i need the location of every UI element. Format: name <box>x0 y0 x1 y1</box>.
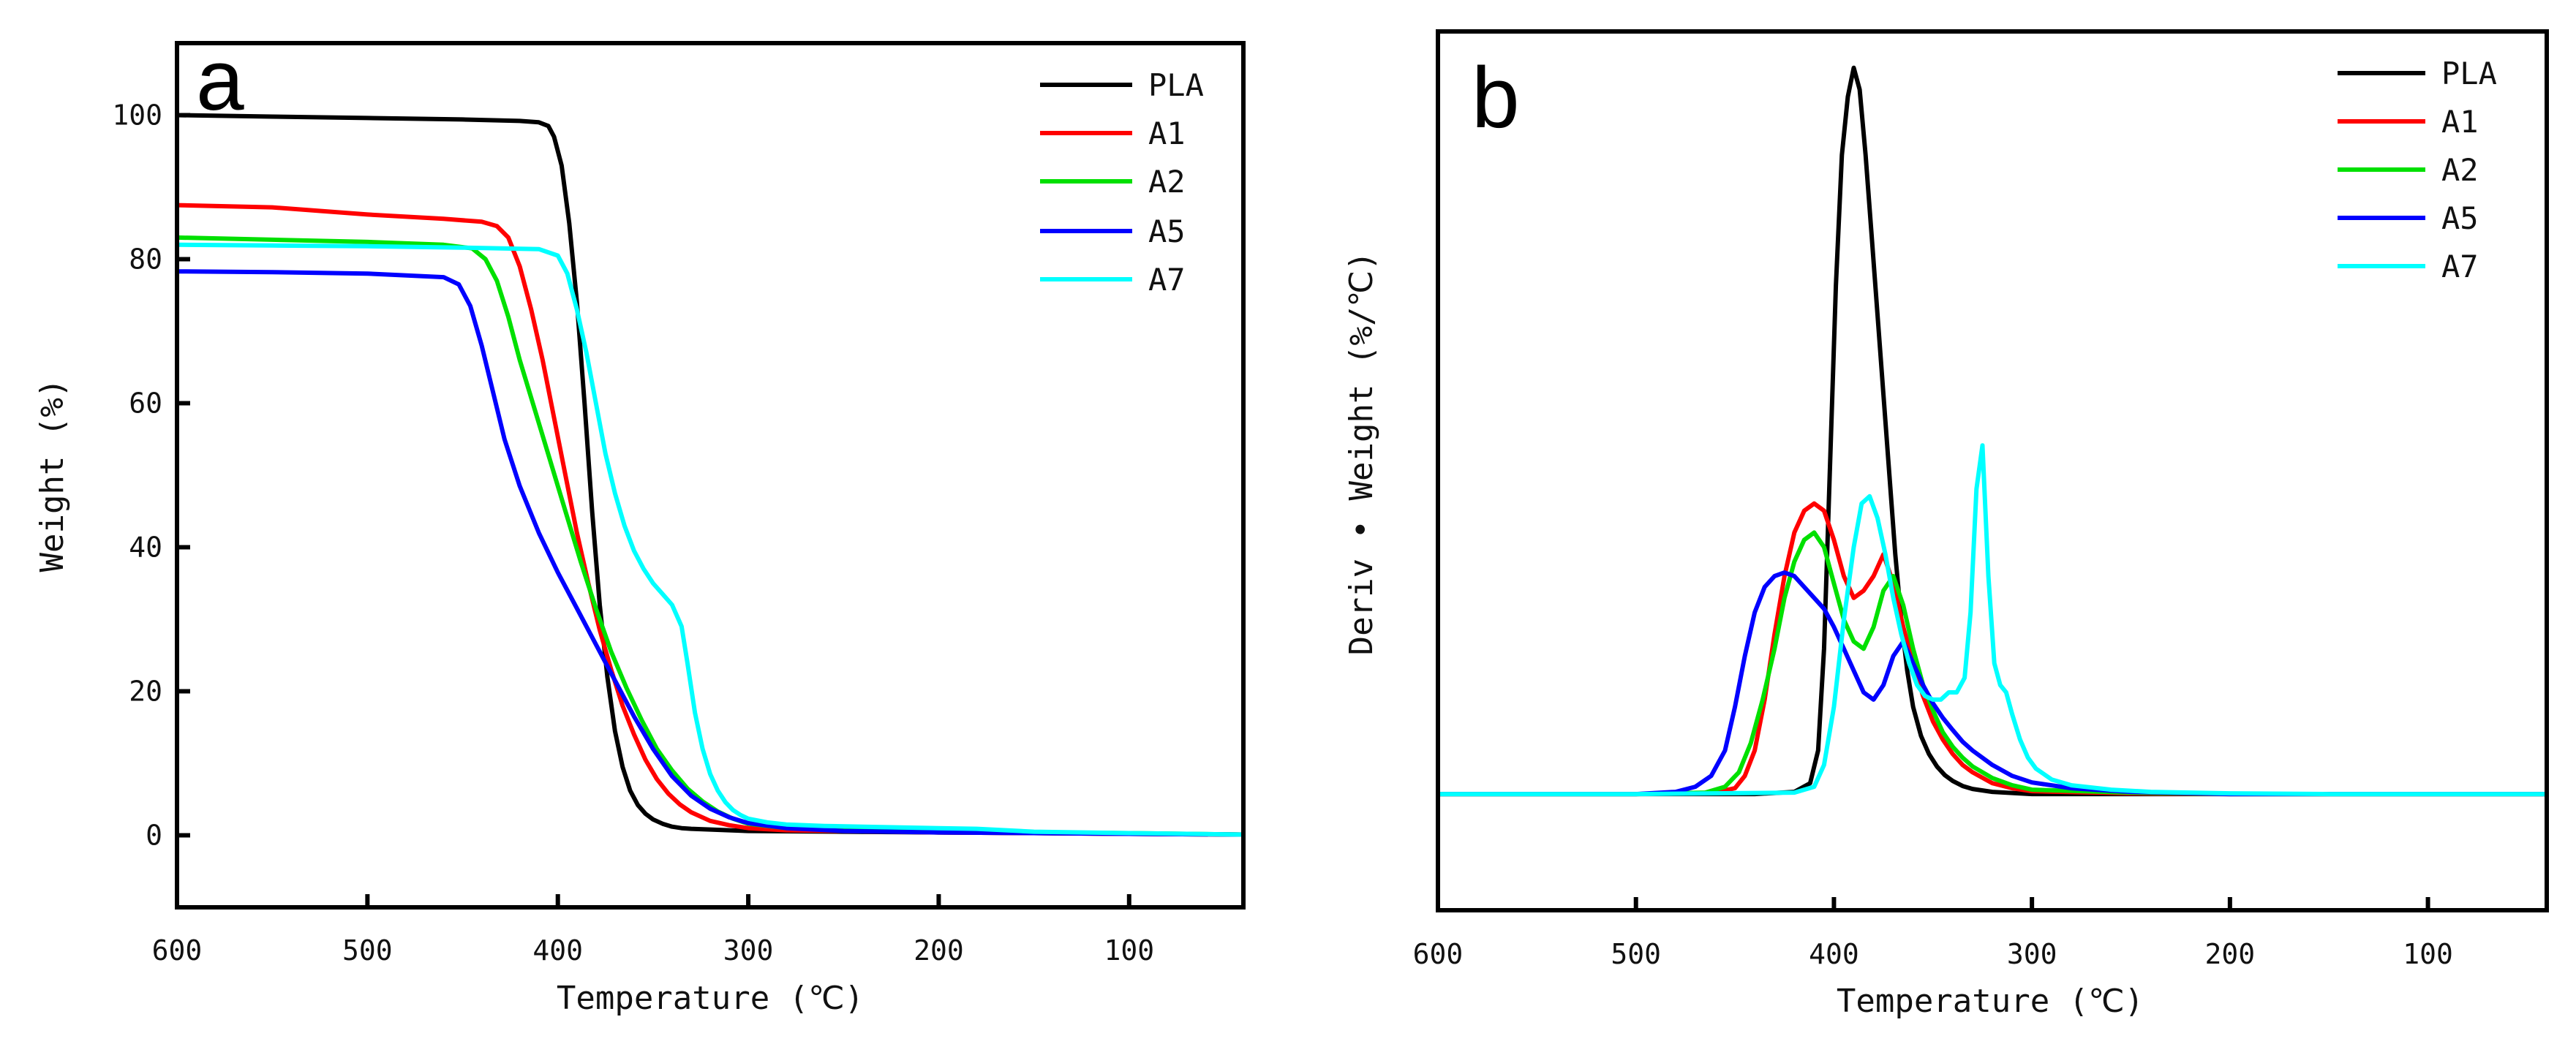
panel-a-y-tick-label-0: 0 <box>146 820 162 852</box>
panel-a-x-tick-label-400: 400 <box>532 934 583 967</box>
panel-a-x-tick-label-100: 100 <box>1104 934 1154 967</box>
panel-b-legend-label-pla: PLA <box>2441 56 2497 91</box>
panel-b-legend-item-a5: A5 <box>2338 200 2479 236</box>
panel-a-legend-label-a2: A2 <box>1148 164 1186 200</box>
panel-a-legend: PLA A1 A2 A5 A7 <box>1040 67 1204 298</box>
panel-a-x-tick-label-300: 300 <box>723 934 774 967</box>
panel-a-series-pla <box>175 113 1246 837</box>
panel-b-letter: b <box>1472 50 1520 146</box>
panel-b-legend-label-a5: A5 <box>2441 200 2479 236</box>
panel-a-series-group <box>175 113 1246 837</box>
panel-a-legend-item-a7: A7 <box>1040 262 1186 298</box>
panel-a-legend-item-a1: A1 <box>1040 116 1186 151</box>
panel-a-series-a2 <box>175 235 1246 837</box>
panel-a-legend-label-a7: A7 <box>1148 262 1186 298</box>
panel-b-legend-label-a7: A7 <box>2441 249 2479 284</box>
panel-a-series-a1 <box>175 203 1246 837</box>
panel-b-series-pla <box>1436 65 2549 797</box>
panel-a-x-tick-label-600: 600 <box>152 934 203 967</box>
panel-a-y-tick-label-100: 100 <box>112 99 162 132</box>
panel-b-legend-label-a2: A2 <box>2441 152 2479 188</box>
panel-b-series-a1 <box>1436 501 2549 797</box>
panel-a-y-tick-label-60: 60 <box>129 387 162 420</box>
panel-a-y-ticks: 0 20 40 60 80 100 <box>112 99 190 852</box>
panel-b-y-axis-title: Deriv • Weight (%/℃) <box>1343 252 1380 656</box>
panel-a-series-a5 <box>175 269 1246 837</box>
panel-b-plot-frame <box>1436 29 2549 912</box>
panel-b-x-axis-title: Temperature (℃) <box>1837 983 2144 1020</box>
panel-a-x-axis-title: Temperature (℃) <box>557 980 864 1017</box>
panel-b-x-tick-label-400: 400 <box>1809 938 1859 970</box>
panel-b: 600 500 400 300 200 100 b Temperature (℃) Der… <box>1343 29 2549 1020</box>
panel-a-legend-label-a1: A1 <box>1148 116 1186 151</box>
panel-b-x-tick-label-200: 200 <box>2205 938 2256 970</box>
panel-a-legend-item-a5: A5 <box>1040 213 1186 249</box>
panel-a-y-tick-label-80: 80 <box>129 243 162 276</box>
panel-a-legend-label-a5: A5 <box>1148 213 1186 249</box>
panel-b-legend-item-a7: A7 <box>2338 249 2479 284</box>
panel-b-series-group <box>1436 65 2549 797</box>
panel-b-legend-item-a2: A2 <box>2338 152 2479 188</box>
panel-b-x-tick-label-300: 300 <box>2007 938 2057 970</box>
panel-b-x-ticks: 600 500 400 300 200 100 <box>1413 897 2453 970</box>
panel-b-series-a5 <box>1436 570 2549 797</box>
panel-b-x-tick-label-600: 600 <box>1413 938 1464 970</box>
panel-a-x-ticks: 600 500 400 300 200 100 <box>152 894 1154 967</box>
panel-b-legend-label-a1: A1 <box>2441 104 2479 140</box>
panel-b-legend: PLA A1 A2 A5 A7 <box>2338 56 2497 284</box>
panel-a-plot-frame <box>175 41 1246 910</box>
panel-a-legend-item-pla: PLA <box>1040 67 1204 103</box>
panel-a-y-axis-title: Weight (%) <box>34 379 71 572</box>
panel-a-y-tick-label-40: 40 <box>129 532 162 564</box>
panel-a-letter: a <box>196 32 244 129</box>
panel-a-x-tick-label-200: 200 <box>914 934 964 967</box>
panel-b-series-a7 <box>1436 443 2549 797</box>
panel-b-legend-item-a1: A1 <box>2338 104 2479 140</box>
panel-b-x-tick-label-500: 500 <box>1611 938 1661 970</box>
panel-a-legend-item-a2: A2 <box>1040 164 1186 200</box>
panel-a-legend-label-pla: PLA <box>1148 67 1204 103</box>
panel-b-series-a2 <box>1436 530 2549 797</box>
panel-a: 600 500 400 300 200 100 0 20 40 60 80 100 a Temper… <box>34 32 1246 1017</box>
panel-b-x-tick-label-100: 100 <box>2403 938 2453 970</box>
panel-a-y-tick-label-20: 20 <box>129 676 162 708</box>
panel-a-series-a7 <box>175 242 1246 837</box>
panel-b-legend-item-pla: PLA <box>2338 56 2497 91</box>
panel-a-x-tick-label-500: 500 <box>342 934 393 967</box>
